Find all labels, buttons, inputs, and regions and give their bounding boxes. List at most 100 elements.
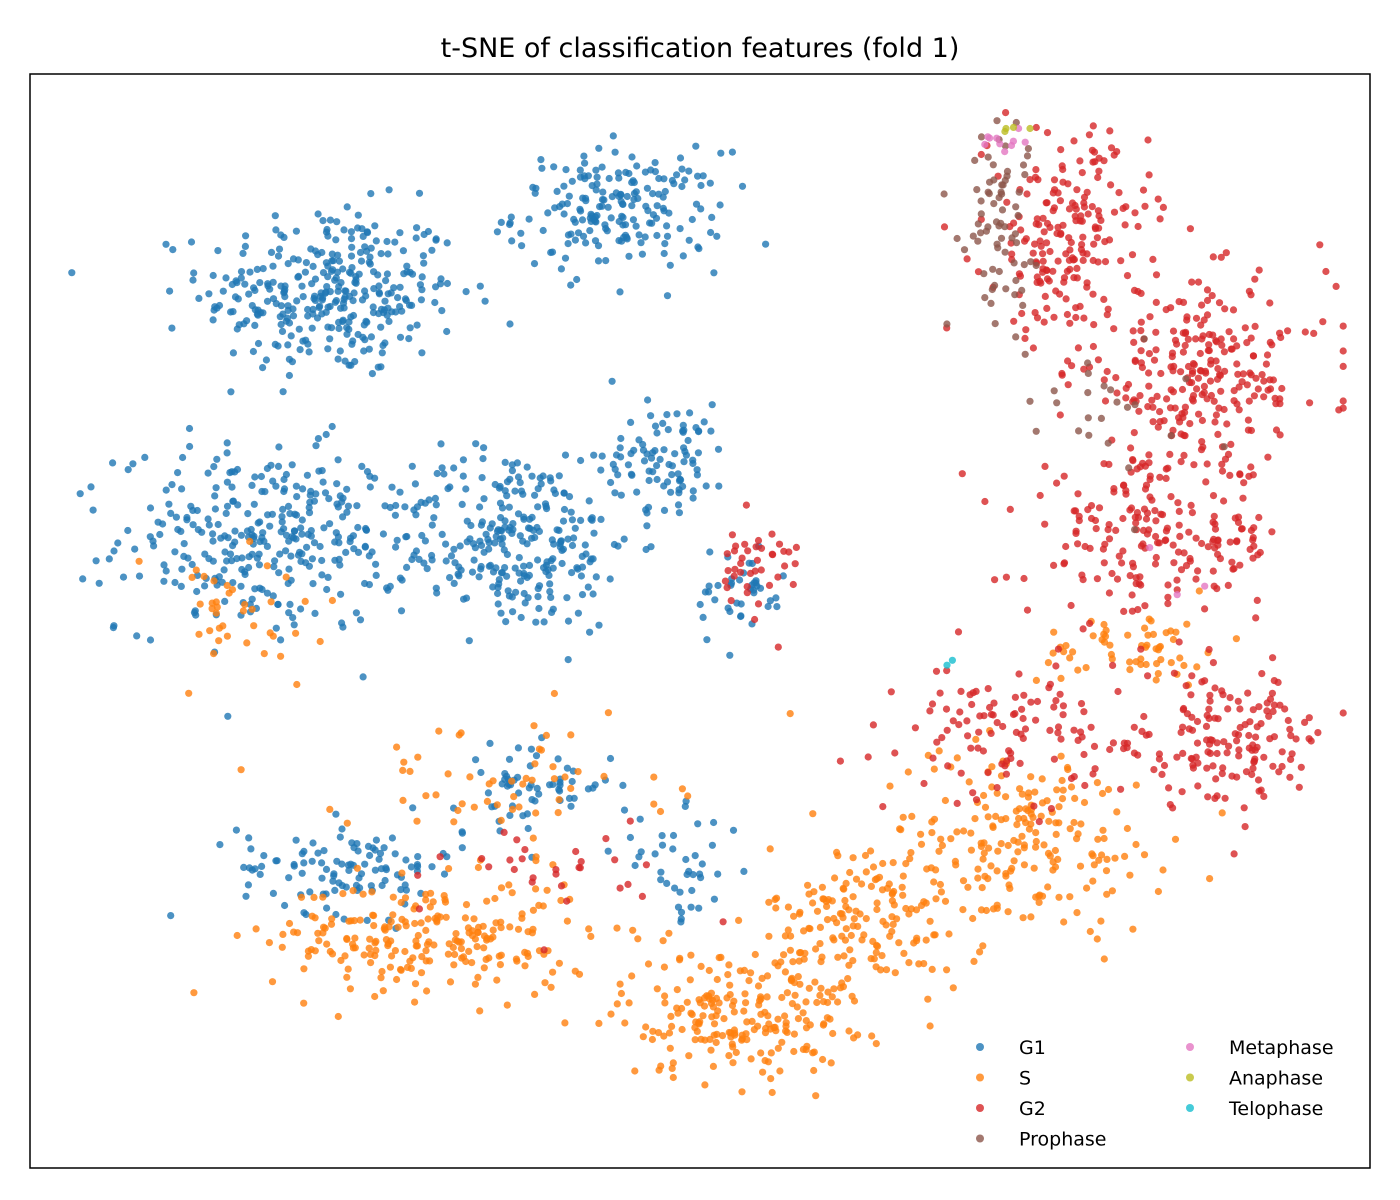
point-s: [1149, 630, 1157, 639]
point-g1: [535, 604, 543, 613]
point-g2: [954, 628, 963, 636]
point-g2: [1288, 750, 1296, 758]
point-g1: [318, 571, 326, 579]
point-s: [1152, 676, 1160, 684]
point-g2: [1050, 313, 1058, 321]
point-g2: [1106, 127, 1114, 135]
point-g2: [1203, 286, 1212, 294]
point-g1: [282, 547, 290, 555]
point-g2: [1072, 217, 1080, 225]
point-g1: [605, 174, 613, 183]
point-s: [960, 827, 968, 835]
point-g1: [363, 247, 371, 255]
point-g1: [440, 470, 448, 478]
point-g2: [1249, 554, 1257, 562]
point-g1: [254, 311, 262, 319]
point-g1: [334, 251, 342, 259]
point-g2: [1080, 314, 1088, 322]
point-g2: [1198, 539, 1206, 548]
point-g2: [1129, 559, 1137, 567]
point-g1: [503, 492, 511, 500]
point-s: [252, 925, 260, 933]
point-g2: [1112, 374, 1120, 382]
point-g1: [724, 604, 732, 612]
point-g1: [240, 863, 248, 872]
point-g1: [371, 846, 379, 854]
point-g1: [360, 347, 368, 355]
point-prophase: [981, 294, 989, 302]
point-g2: [1145, 451, 1153, 459]
point-g1: [87, 483, 95, 491]
point-g1: [358, 296, 367, 304]
point-s: [891, 969, 899, 977]
point-prophase: [1012, 239, 1021, 247]
point-g1: [331, 276, 339, 284]
point-s: [659, 937, 667, 945]
point-g1: [105, 555, 113, 563]
point-s: [135, 557, 143, 565]
point-g1: [635, 853, 643, 861]
point-s: [827, 1059, 835, 1067]
point-s: [1121, 852, 1129, 861]
point-s: [813, 907, 822, 915]
point-g1: [675, 489, 683, 497]
point-s: [543, 886, 551, 894]
point-g1: [256, 279, 264, 287]
point-s: [549, 763, 557, 771]
point-s: [1006, 884, 1014, 893]
point-s: [899, 891, 907, 899]
point-s: [971, 815, 979, 823]
point-s: [1062, 642, 1070, 650]
point-g1: [531, 797, 539, 805]
point-g1: [653, 231, 661, 240]
point-g1: [309, 305, 317, 313]
point-s: [414, 753, 422, 761]
point-s: [834, 998, 842, 1006]
point-s: [1015, 805, 1024, 813]
point-g2: [1054, 729, 1062, 737]
point-s: [506, 923, 514, 931]
point-s: [937, 888, 946, 896]
point-g1: [716, 201, 724, 209]
point-g1: [305, 503, 313, 512]
point-s: [804, 881, 812, 889]
point-s: [872, 948, 880, 957]
point-s: [192, 566, 200, 574]
point-g1: [171, 548, 179, 556]
point-s: [683, 998, 691, 1006]
point-g2: [769, 551, 777, 559]
point-g1: [298, 850, 306, 858]
point-g2: [485, 863, 493, 871]
point-g1: [322, 430, 330, 439]
point-g2: [957, 769, 965, 777]
point-s: [450, 961, 458, 969]
point-s: [315, 937, 323, 945]
point-s: [625, 999, 633, 1007]
point-g1: [567, 281, 575, 289]
series-anaphase: [1001, 123, 1034, 136]
point-g2: [972, 687, 980, 696]
point-g1: [537, 156, 545, 164]
point-g1: [534, 593, 542, 601]
point-s: [462, 901, 471, 909]
point-s: [351, 944, 359, 952]
point-s: [930, 931, 938, 939]
point-g2: [887, 688, 895, 696]
point-g2: [1152, 517, 1160, 525]
point-s: [838, 910, 846, 918]
point-s: [393, 975, 401, 984]
point-g1: [322, 865, 331, 874]
point-prophase: [1167, 432, 1175, 440]
point-g2: [1016, 759, 1024, 768]
point-s: [407, 964, 415, 973]
point-g2: [1221, 305, 1229, 313]
point-g1: [321, 489, 330, 497]
point-metaphase: [986, 134, 994, 142]
point-s: [786, 710, 794, 718]
point-s: [959, 877, 968, 885]
point-s: [206, 627, 214, 635]
point-g1: [559, 517, 568, 525]
point-s: [489, 933, 497, 941]
point-g1: [356, 616, 365, 624]
point-g2: [1050, 755, 1058, 763]
